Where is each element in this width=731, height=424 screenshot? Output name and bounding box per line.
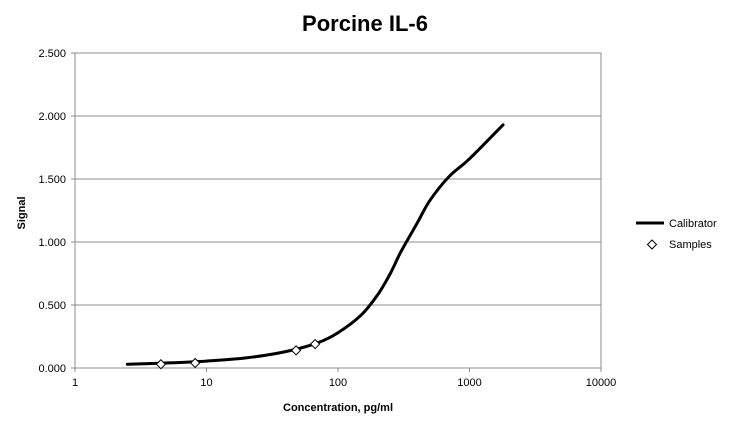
x-tick-label: 1000 [457, 377, 481, 389]
sample-point [309, 338, 321, 350]
sample-point [290, 345, 302, 356]
y-tick-label: 0.500 [38, 300, 66, 312]
gridlines [75, 52, 601, 369]
y-axis-title: Signal [16, 196, 28, 229]
series-layer [125, 123, 505, 370]
x-axis-title: Concentration, pg/ml [283, 402, 393, 414]
legend-samples-label: Samples [669, 239, 712, 251]
chart-title: Porcine IL-6 [302, 11, 428, 36]
legend: Calibrator Samples [636, 218, 717, 251]
legend-samples-marker [646, 239, 658, 250]
x-tick-label: 1 [72, 377, 78, 389]
x-tick-label: 10000 [586, 377, 617, 389]
axis-ticks: 0.000 0.500 1.000 1.500 2.000 2.500 1 10 100 1000… [38, 48, 616, 389]
x-tick-label: 100 [329, 377, 347, 389]
y-tick-label: 2.500 [38, 48, 66, 60]
legend-calibrator-label: Calibrator [669, 218, 717, 230]
plot-area [74, 52, 602, 369]
y-tick-label: 1.500 [38, 174, 66, 186]
sample-point [189, 357, 201, 369]
x-tick-label: 10 [200, 377, 212, 389]
y-tick-label: 2.000 [38, 111, 66, 123]
sample-point [155, 359, 167, 370]
y-tick-label: 1.000 [38, 237, 66, 249]
y-tick-label: 0.000 [38, 363, 66, 375]
calibrator-line [125, 123, 505, 366]
